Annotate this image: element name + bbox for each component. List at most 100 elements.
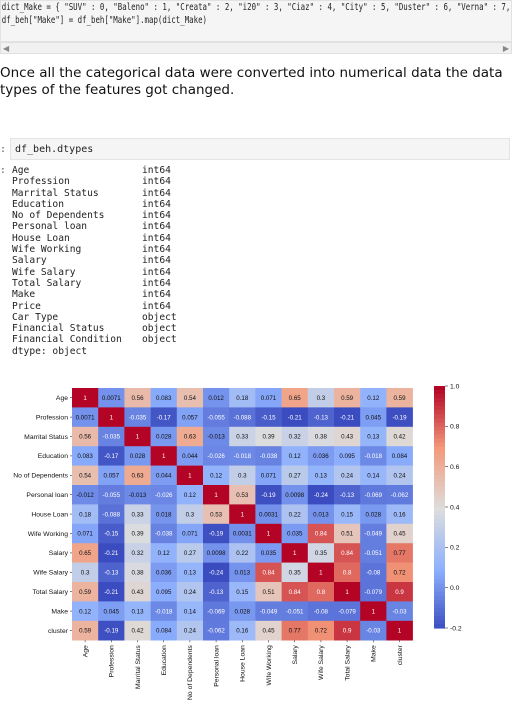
heatmap-cell <box>334 485 361 505</box>
heatmap-cell-label: 0.45 <box>262 628 275 635</box>
dtype-row: Total Salary int64 <box>12 278 212 289</box>
colorbar-tick-label: 0.4 <box>450 504 460 511</box>
colorbar-segment <box>434 587 445 593</box>
dtype-type: int64 <box>142 277 171 289</box>
horizontal-scrollbar[interactable]: ◀ ▶ <box>0 42 512 54</box>
heatmap-cell-label: 1 <box>267 531 271 538</box>
heatmap-cell <box>255 601 282 622</box>
heatmap-cell-label: 0.8 <box>343 570 352 577</box>
heatmap-cell <box>281 504 309 525</box>
heatmap-cell <box>176 620 204 641</box>
heatmap-cell <box>255 446 282 466</box>
heatmap-cell-label: -0.018 <box>155 608 173 615</box>
heatmap-cell-label: 0.12 <box>367 395 380 402</box>
x-tick-label: Education <box>161 645 168 675</box>
heatmap-cell-label: -0.13 <box>209 589 224 596</box>
dtype-row: Profession int64 <box>12 176 212 187</box>
heatmap-cell-label: 0.035 <box>287 531 303 538</box>
heatmap-cell-label: -0.079 <box>365 589 383 596</box>
dtype-type: int64 <box>142 187 171 199</box>
heatmap-cell <box>72 504 99 525</box>
heatmap-cell-label: 0.32 <box>131 550 144 557</box>
dtype-row: Make int64 <box>12 289 212 300</box>
colorbar-segment <box>434 386 445 391</box>
heatmap-cell <box>386 543 413 563</box>
code-input[interactable]: df_beh.dtypes <box>10 138 510 160</box>
scroll-right-arrow-icon[interactable]: ▶ <box>502 44 509 53</box>
heatmap-cell-label: 0.84 <box>315 531 328 538</box>
heatmap-cell-label: 0.45 <box>393 531 406 538</box>
colorbar-segment <box>434 462 445 468</box>
heatmap-cell <box>360 426 387 447</box>
heatmap-cell <box>360 562 387 583</box>
heatmap-cell-label: 0.51 <box>262 589 275 596</box>
colorbar-segment <box>434 535 445 540</box>
heatmap-cell <box>72 523 99 544</box>
heatmap-cell <box>176 388 204 408</box>
heatmap-cell <box>360 446 387 466</box>
colorbar-segment <box>434 434 445 440</box>
heatmap-cell <box>334 407 361 428</box>
y-tick-label: cluster <box>48 628 69 635</box>
heatmap-cell <box>72 446 99 466</box>
heatmap-cell <box>334 388 361 408</box>
colorbar-segment <box>434 390 445 395</box>
heatmap-cell-label: 0.083 <box>77 453 93 460</box>
dtype-type: int64 <box>142 232 171 244</box>
heatmap-cell-label: -0.038 <box>260 453 278 460</box>
heatmap-cell-label: 0.0031 <box>259 511 278 518</box>
heatmap-cell <box>98 407 125 428</box>
scroll-left-arrow-icon[interactable]: ◀ <box>3 44 10 53</box>
heatmap-cell-label: 0.63 <box>131 473 144 480</box>
heatmap-cell-label: 0.63 <box>184 434 197 441</box>
heatmap-cell <box>255 407 282 428</box>
heatmap-cell-label: -0.049 <box>260 608 278 615</box>
colorbar-segment <box>434 555 445 561</box>
dtype-row: Price int64 <box>12 301 212 312</box>
heatmap-cell-label: -0.026 <box>207 453 225 460</box>
heatmap-cell <box>360 504 387 525</box>
heatmap-cell-label: 0.084 <box>156 628 172 635</box>
colorbar-segment <box>434 470 445 476</box>
heatmap-cell-label: 0.3 <box>186 511 195 518</box>
heatmap-cell-label: 0.0031 <box>233 531 252 538</box>
dtype-name: Wife Working <box>12 244 82 256</box>
heatmap-cell-label: -0.21 <box>288 414 303 421</box>
heatmap-cell-label: 0.59 <box>393 395 406 402</box>
heatmap-cell <box>98 523 125 544</box>
heatmap-cell <box>124 582 151 602</box>
colorbar-segment <box>434 502 445 508</box>
heatmap-cell-label: 0.39 <box>131 531 144 538</box>
heatmap-cell-label: 0.18 <box>79 511 92 518</box>
heatmap-cell-label: 0.13 <box>315 473 328 480</box>
heatmap-cell <box>98 562 125 583</box>
heatmap-cell-label: 1 <box>188 473 192 480</box>
heatmap-cell <box>307 485 335 505</box>
heatmap-cell <box>150 504 178 525</box>
heatmap-cell <box>150 426 178 447</box>
heatmap-cell-label: 0.16 <box>236 628 249 635</box>
x-tick-label: Make <box>371 645 378 662</box>
heatmap-cell <box>150 388 178 408</box>
heatmap-cell <box>98 543 125 563</box>
colorbar-segment <box>434 422 445 427</box>
heatmap-cell-label: 0.095 <box>156 589 172 596</box>
code-cell-make-mapping[interactable]: dict_Make = { "SUV" : 0, "Baleno" : 1, "… <box>0 0 512 42</box>
heatmap-cell-label: 0.028 <box>366 511 382 518</box>
heatmap-cell <box>307 446 335 466</box>
colorbar-segment <box>434 539 445 544</box>
heatmap-cell-label: 0.15 <box>341 511 354 518</box>
x-tick-label: Marrital Status <box>135 645 142 689</box>
heatmap-cell <box>255 582 282 602</box>
dtype-name: Make <box>12 289 36 301</box>
heatmap-cell <box>176 465 204 486</box>
heatmap-cell-label: 0.16 <box>393 511 406 518</box>
heatmap-cell-label: 1 <box>214 492 218 499</box>
heatmap-cell <box>334 446 361 466</box>
x-tick-label: Salary <box>292 645 299 665</box>
dtype-row: No of Dependents int64 <box>12 210 212 221</box>
colorbar-segment <box>434 611 445 617</box>
heatmap-cell-label: -0.15 <box>261 414 276 421</box>
heatmap-cell <box>307 504 335 525</box>
code-line-2: df_beh["Make"] = df_beh["Make"].map(dict… <box>1 15 208 26</box>
